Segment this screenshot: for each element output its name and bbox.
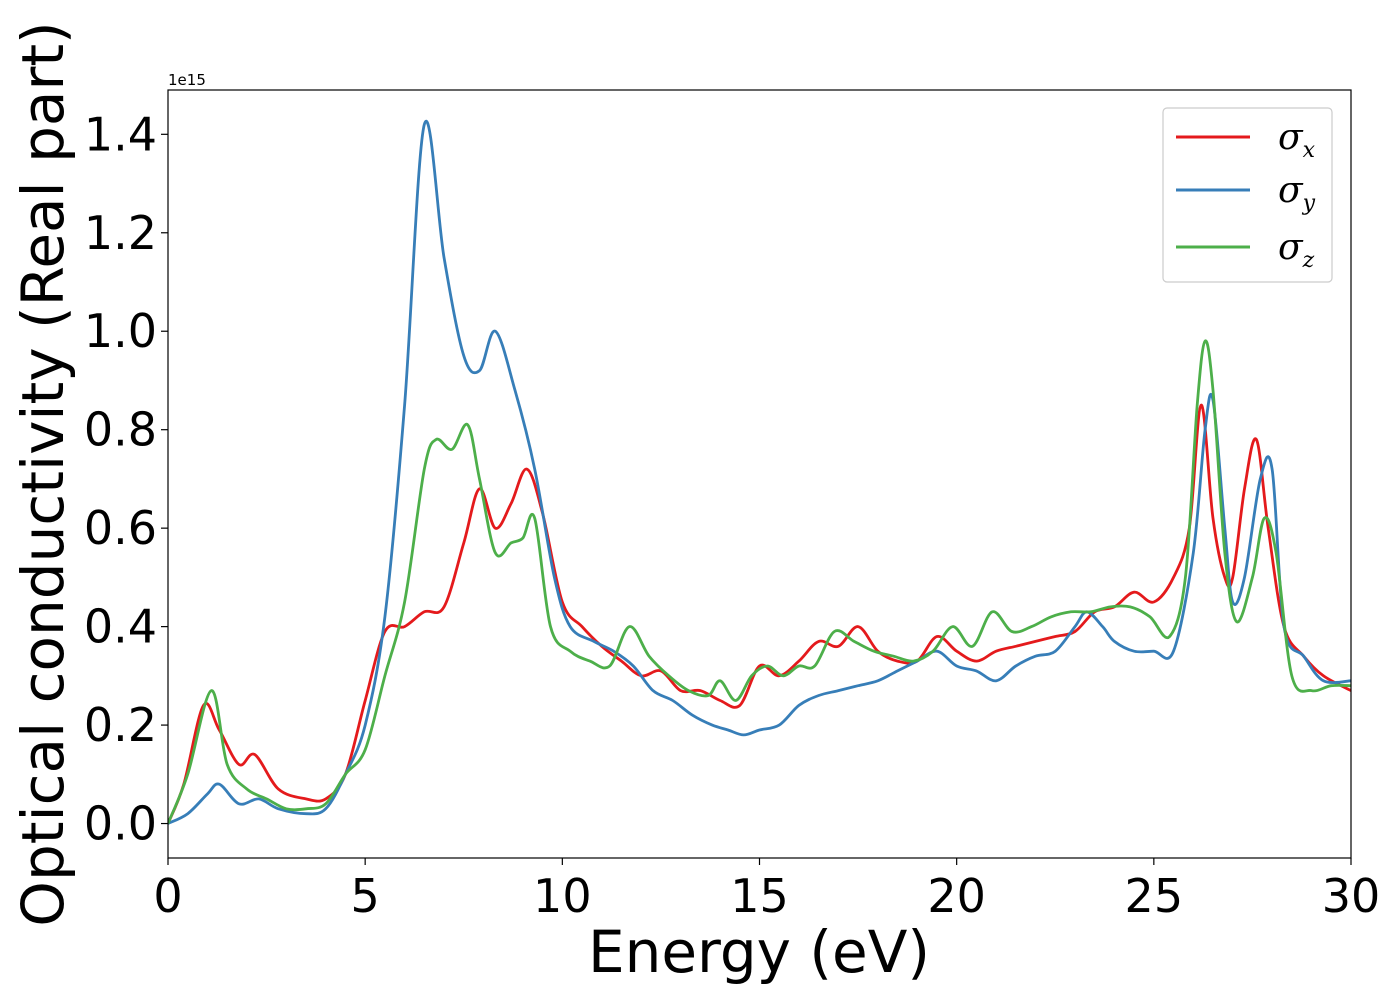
legend-box xyxy=(1162,107,1333,283)
x-tick-label: 5 xyxy=(351,869,380,923)
x-tick-label: 30 xyxy=(1322,869,1381,923)
series-line-y xyxy=(168,119,1351,825)
y-axis-title: Optical conductivity (Real part) xyxy=(9,21,77,926)
y-tick-label: 1.4 xyxy=(84,107,157,161)
series-line-x xyxy=(168,403,1351,825)
legend-label-x: σx xyxy=(1278,117,1316,163)
legend-label-y: σy xyxy=(1278,170,1316,216)
y-offset-label: 1e15 xyxy=(168,71,206,89)
x-axis-title: Energy (eV) xyxy=(588,918,930,986)
series-layer xyxy=(168,119,1351,825)
y-tick-label: 0.6 xyxy=(84,501,157,555)
ticks-layer: 0 5 10 15 20 25 30 0.0 0.2 0.4 0.6 0.8 1.0 1.2 1.4 xyxy=(84,107,1380,923)
series-line-z xyxy=(168,339,1351,825)
x-tick-label: 20 xyxy=(927,869,986,923)
y-tick-label: 0.0 xyxy=(84,797,157,851)
y-tick-label: 1.2 xyxy=(84,206,157,260)
y-tick-label: 0.8 xyxy=(84,403,157,457)
x-tick-label: 10 xyxy=(533,869,592,923)
x-tick-label: 25 xyxy=(1125,869,1184,923)
y-tick-label: 1.0 xyxy=(84,304,157,358)
x-tick-label: 15 xyxy=(730,869,789,923)
x-tick-label: 0 xyxy=(153,869,182,923)
y-tick-label: 0.4 xyxy=(84,600,157,654)
y-tick-label: 0.2 xyxy=(84,698,157,752)
